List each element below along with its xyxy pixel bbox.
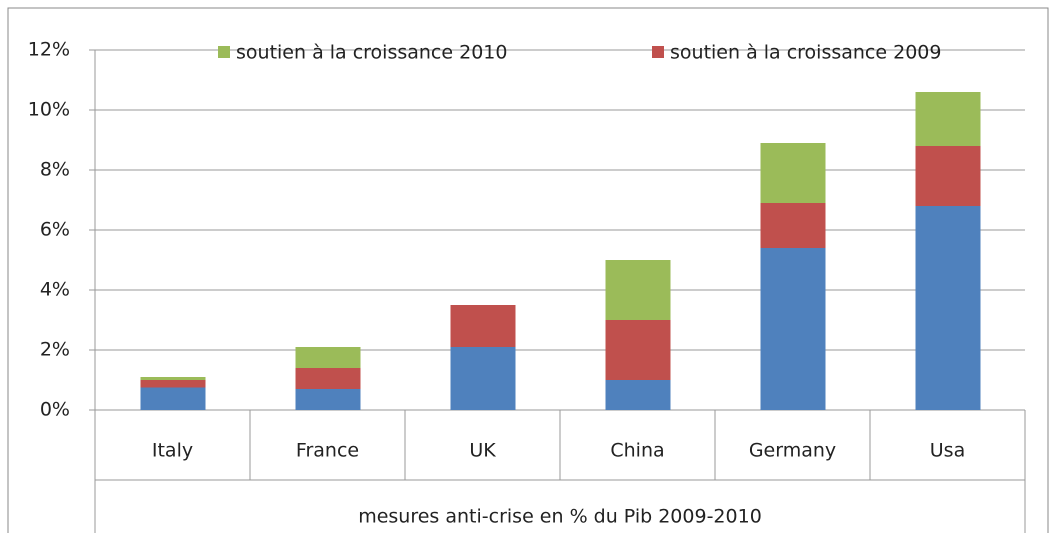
- bar-segment: [915, 146, 981, 206]
- bar-segment: [295, 347, 361, 368]
- y-tick-label: 0%: [40, 399, 70, 421]
- bar-segment: [605, 380, 671, 410]
- bar-segment: [760, 248, 826, 410]
- x-tick-label: China: [610, 440, 664, 462]
- bar-segment: [605, 320, 671, 380]
- bar-segment: [760, 143, 826, 203]
- y-tick-label: 12%: [28, 39, 70, 61]
- bar-segment: [140, 377, 206, 380]
- x-tick-label: France: [296, 440, 359, 462]
- x-tick-label: Italy: [152, 440, 193, 462]
- x-tick-label: Germany: [749, 440, 836, 462]
- bar-segment: [140, 387, 206, 410]
- y-tick-label: 10%: [28, 99, 70, 121]
- chart-frame: [7, 7, 1049, 533]
- x-axis-title: mesures anti-crise en % du Pib 2009-2010: [358, 506, 762, 528]
- bar-segment: [915, 92, 981, 146]
- legend-swatch: [652, 46, 664, 58]
- bar-segment: [605, 260, 671, 320]
- bar-segment: [295, 389, 361, 410]
- bar-segment: [450, 347, 516, 410]
- bar-segment: [760, 203, 826, 248]
- y-tick-label: 2%: [40, 339, 70, 361]
- bar-segment: [140, 380, 206, 388]
- legend-label: soutien à la croissance 2009: [670, 42, 941, 64]
- x-tick-label: UK: [469, 440, 496, 462]
- legend-label: soutien à la croissance 2010: [236, 42, 507, 64]
- legend-swatch: [218, 46, 230, 58]
- bar-segment: [450, 305, 516, 347]
- y-tick-label: 8%: [40, 159, 70, 181]
- y-tick-label: 6%: [40, 219, 70, 241]
- x-tick-label: Usa: [930, 440, 965, 462]
- bar-segment: [295, 368, 361, 389]
- bar-segment: [915, 206, 981, 410]
- y-tick-label: 4%: [40, 279, 70, 301]
